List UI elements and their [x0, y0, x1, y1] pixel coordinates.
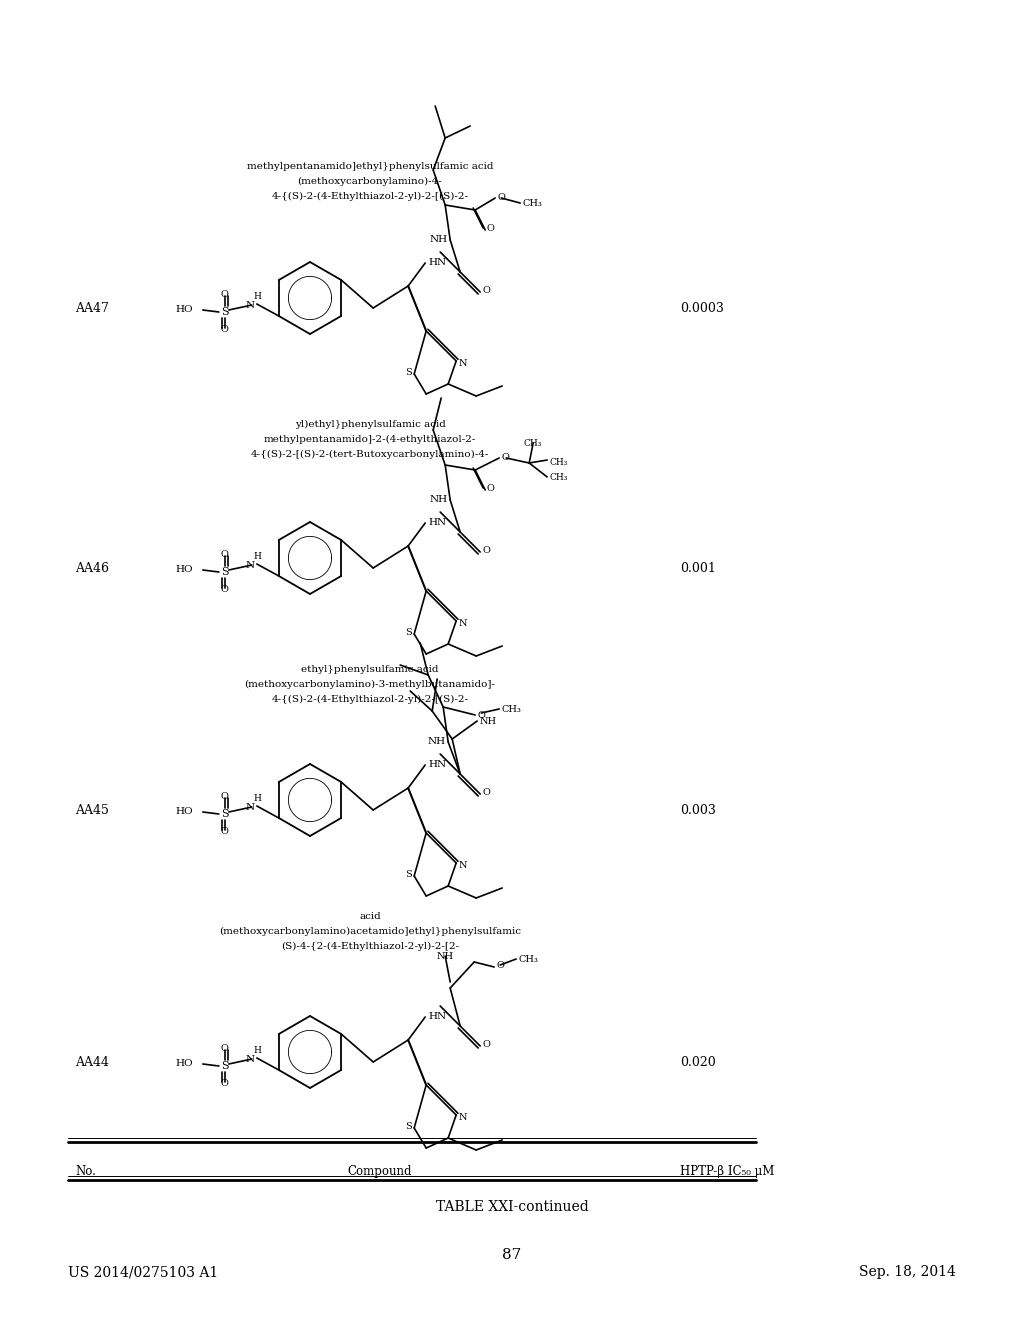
Text: HN: HN: [428, 257, 446, 267]
Text: US 2014/0275103 A1: US 2014/0275103 A1: [68, 1265, 218, 1279]
Text: S: S: [406, 870, 413, 879]
Text: NH: NH: [436, 952, 454, 961]
Text: NH: NH: [427, 737, 445, 746]
Text: N: N: [246, 561, 255, 569]
Text: O: O: [221, 1044, 228, 1053]
Text: methylpentanamido]-2-(4-ethylthiazol-2-: methylpentanamido]-2-(4-ethylthiazol-2-: [264, 436, 476, 444]
Text: CH₃: CH₃: [549, 473, 567, 482]
Text: NH: NH: [429, 235, 447, 244]
Text: 4-{(S)-2-(4-Ethylthiazol-2-yl)-2-[(S)-2-: 4-{(S)-2-(4-Ethylthiazol-2-yl)-2-[(S)-2-: [271, 696, 469, 704]
Text: HO: HO: [175, 565, 193, 574]
Text: O: O: [221, 792, 228, 801]
Text: S: S: [406, 368, 413, 378]
Text: N: N: [246, 803, 255, 812]
Text: TABLE XXI-continued: TABLE XXI-continued: [435, 1200, 589, 1214]
Text: O: O: [482, 1040, 490, 1049]
Text: O: O: [221, 325, 228, 334]
Text: NH: NH: [479, 717, 497, 726]
Text: 4-{(S)-2-[(S)-2-(tert-Butoxycarbonylamino)-4-: 4-{(S)-2-[(S)-2-(tert-Butoxycarbonylamin…: [251, 450, 489, 459]
Text: O: O: [482, 788, 490, 797]
Text: CH₃: CH₃: [501, 705, 521, 714]
Text: HO: HO: [175, 1060, 193, 1068]
Text: ethyl}phenylsulfamic acid: ethyl}phenylsulfamic acid: [301, 665, 438, 675]
Text: 0.0003: 0.0003: [680, 301, 724, 314]
Text: S: S: [221, 809, 228, 818]
Text: HN: HN: [428, 760, 446, 770]
Text: NH: NH: [429, 495, 447, 504]
Text: AA47: AA47: [75, 301, 109, 314]
Text: O: O: [221, 550, 228, 558]
Text: CH₃: CH₃: [522, 198, 542, 207]
Text: HN: HN: [428, 517, 446, 527]
Text: AA45: AA45: [75, 804, 109, 817]
Text: O: O: [482, 286, 490, 294]
Text: 0.003: 0.003: [680, 804, 716, 817]
Text: N: N: [458, 359, 467, 367]
Text: AA44: AA44: [75, 1056, 109, 1068]
Text: N: N: [246, 1055, 255, 1064]
Text: H: H: [254, 795, 262, 803]
Text: O: O: [486, 484, 494, 492]
Text: O: O: [497, 961, 504, 970]
Text: O: O: [498, 194, 505, 202]
Text: HN: HN: [428, 1012, 446, 1020]
Text: N: N: [458, 619, 467, 627]
Text: O: O: [482, 546, 490, 554]
Text: CH₃: CH₃: [518, 954, 538, 964]
Text: (S)-4-{2-(4-Ethylthiazol-2-yl)-2-[2-: (S)-4-{2-(4-Ethylthiazol-2-yl)-2-[2-: [281, 942, 459, 952]
Text: Compound: Compound: [348, 1166, 413, 1177]
Text: No.: No.: [75, 1166, 96, 1177]
Text: S: S: [406, 1122, 413, 1131]
Text: AA46: AA46: [75, 561, 109, 574]
Text: 87: 87: [503, 1247, 521, 1262]
Text: S: S: [221, 308, 228, 317]
Text: HO: HO: [175, 808, 193, 817]
Text: O: O: [221, 1078, 228, 1088]
Text: N: N: [246, 301, 255, 309]
Text: H: H: [254, 552, 262, 561]
Text: HO: HO: [175, 305, 193, 314]
Text: N: N: [458, 861, 467, 870]
Text: (methoxycarbonylamino)-4-: (methoxycarbonylamino)-4-: [298, 177, 442, 186]
Text: (methoxycarbonylamino)-3-methylbutanamido]-: (methoxycarbonylamino)-3-methylbutanamid…: [245, 680, 496, 689]
Text: O: O: [221, 828, 228, 836]
Text: S: S: [406, 628, 413, 638]
Text: acid: acid: [359, 912, 381, 921]
Text: S: S: [221, 568, 228, 577]
Text: O: O: [477, 710, 485, 719]
Text: yl)ethyl}phenylsulfamic acid: yl)ethyl}phenylsulfamic acid: [295, 420, 445, 429]
Text: O: O: [486, 224, 494, 234]
Text: O: O: [221, 585, 228, 594]
Text: methylpentanamido]ethyl}phenylsulfamic acid: methylpentanamido]ethyl}phenylsulfamic a…: [247, 162, 494, 172]
Text: Sep. 18, 2014: Sep. 18, 2014: [859, 1265, 956, 1279]
Text: CH₃: CH₃: [524, 440, 543, 447]
Text: O: O: [501, 454, 509, 462]
Text: H: H: [254, 292, 262, 301]
Text: 0.020: 0.020: [680, 1056, 716, 1068]
Text: N: N: [458, 1113, 467, 1122]
Text: HPTP-β IC₅₀ μM: HPTP-β IC₅₀ μM: [680, 1166, 774, 1177]
Text: (methoxycarbonylamino)acetamido]ethyl}phenylsulfamic: (methoxycarbonylamino)acetamido]ethyl}ph…: [219, 927, 521, 936]
Text: H: H: [254, 1045, 262, 1055]
Text: S: S: [221, 1061, 228, 1071]
Text: O: O: [221, 290, 228, 300]
Text: CH₃: CH₃: [549, 458, 567, 467]
Text: 4-{(S)-2-(4-Ethylthiazol-2-yl)-2-[(S)-2-: 4-{(S)-2-(4-Ethylthiazol-2-yl)-2-[(S)-2-: [271, 191, 469, 201]
Text: 0.001: 0.001: [680, 561, 716, 574]
